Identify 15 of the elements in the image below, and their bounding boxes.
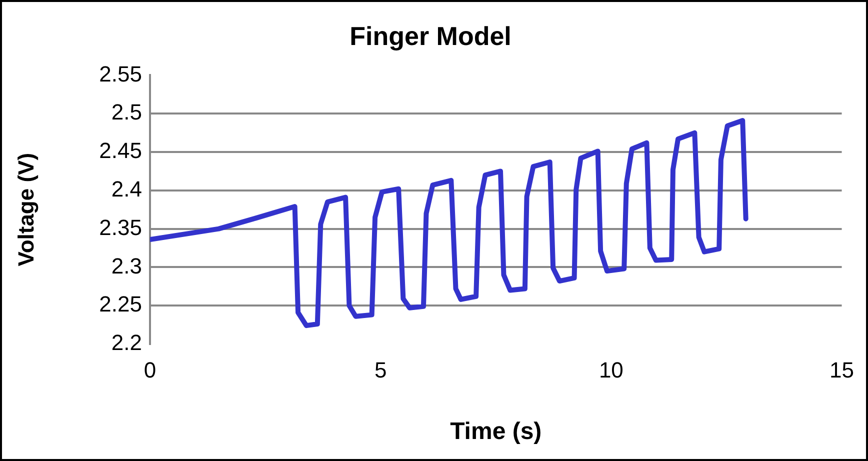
x-tick-label: 5 [374,357,387,382]
x-tick-label: 10 [598,357,624,382]
x-tick-label: 0 [144,357,156,382]
y-tick-label: 2.35 [99,214,142,240]
x-tick-label: 15 [830,357,854,382]
x-axis-title: Time (s) [450,418,542,446]
y-tick-label: 2.25 [99,292,142,317]
y-tick-label: 2.2 [111,330,142,356]
y-tick-label: 2.45 [99,138,142,164]
chart-title: Finger Model [350,20,512,51]
y-axis-title: Voltage (V) [13,152,38,266]
y-tick-label: 2.55 [99,61,142,86]
y-tick-label: 2.5 [111,100,142,125]
y-tick-label: 2.4 [111,176,142,202]
y-tick-label: 2.3 [111,253,142,278]
